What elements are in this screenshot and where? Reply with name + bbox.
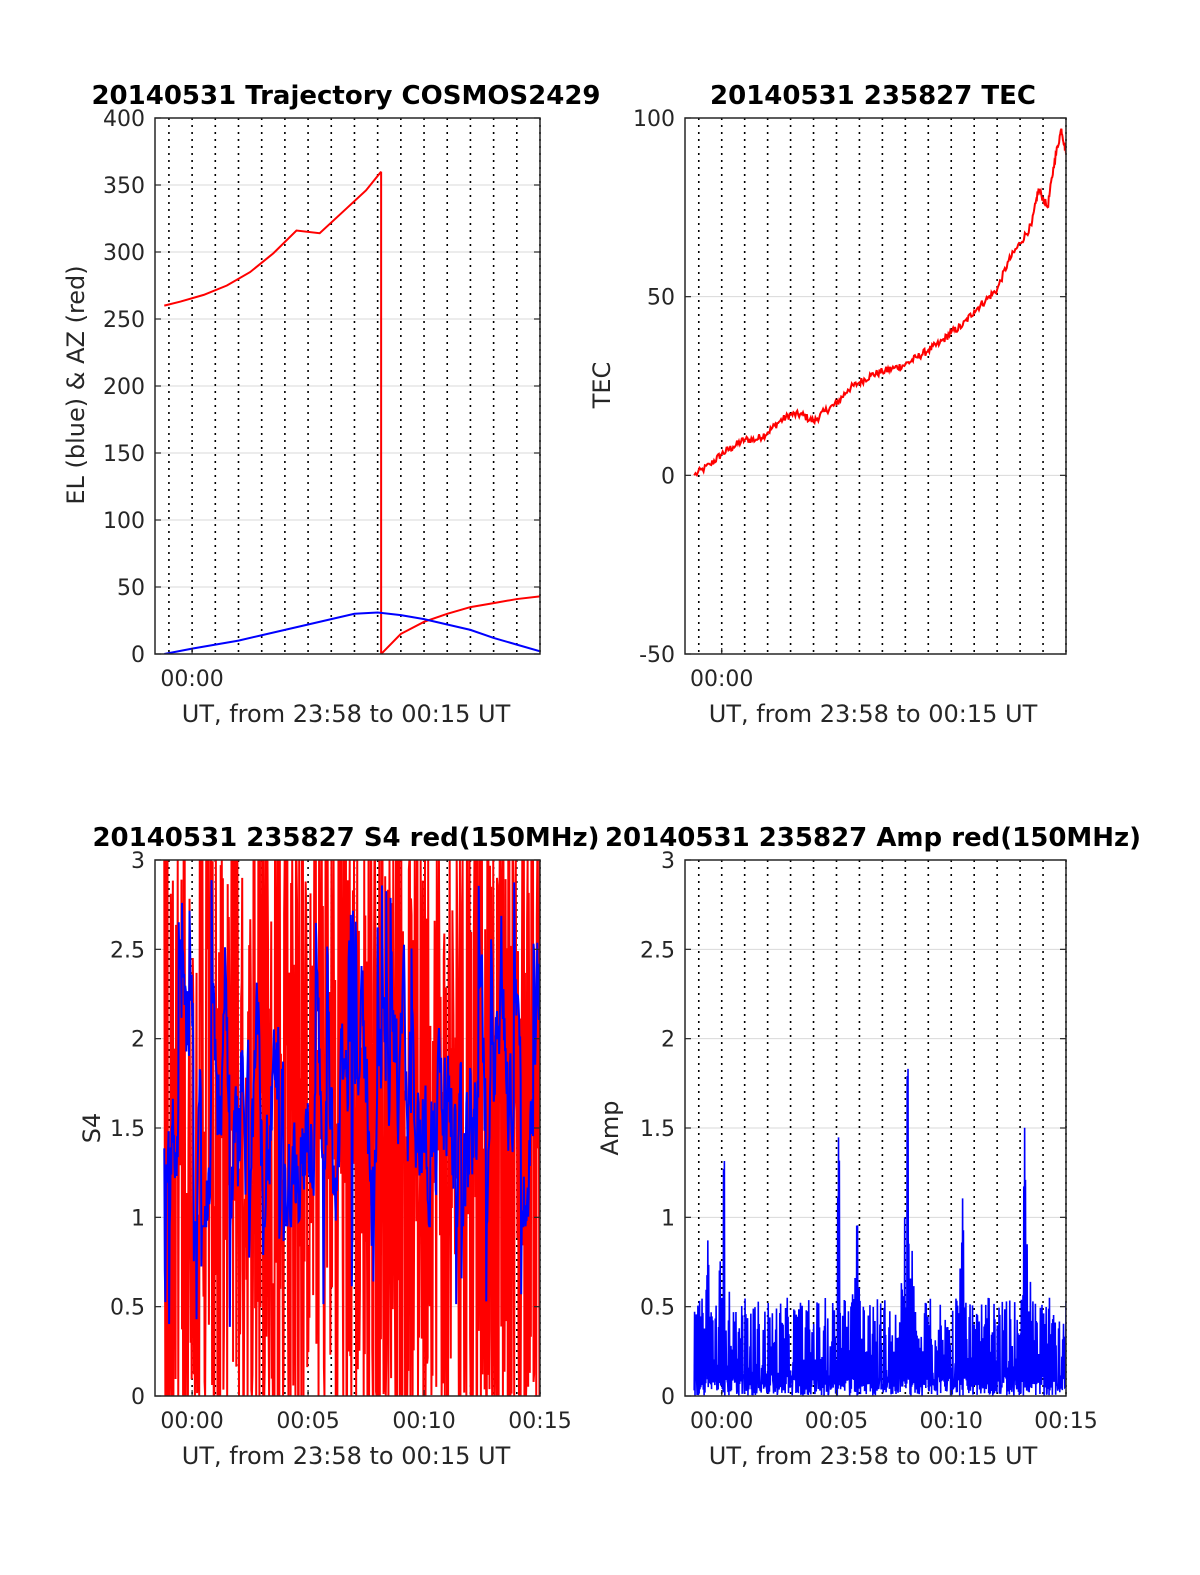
x-axis-label: UT, from 23:58 to 00:15 UT <box>182 1442 511 1470</box>
x-tick-label: 00:00 <box>160 667 223 692</box>
y-tick-label: 2.5 <box>110 938 145 963</box>
y-tick-label: 0 <box>131 643 145 668</box>
plot-area <box>693 1068 1066 1396</box>
x-tick-label: 00:00 <box>160 1409 223 1434</box>
x-tick-label: 00:15 <box>508 1409 571 1434</box>
y-tick-label: 0.5 <box>110 1296 145 1321</box>
series-line <box>380 595 540 654</box>
y-tick-label: 100 <box>633 107 675 132</box>
y-tick-label: 200 <box>103 375 145 400</box>
y-tick-label: 250 <box>103 308 145 333</box>
y-tick-label: 1.5 <box>640 1117 675 1142</box>
x-axis-label: UT, from 23:58 to 00:15 UT <box>709 1442 1038 1470</box>
y-tick-label: 400 <box>103 107 145 132</box>
plot-area <box>163 860 540 1396</box>
y-tick-label: 1 <box>661 1206 675 1231</box>
y-tick-label: 300 <box>103 241 145 266</box>
tec-plot: 20140531 235827 TEC UT, from 23:58 to 00… <box>588 81 1067 728</box>
x-axis-label: UT, from 23:58 to 00:15 UT <box>182 700 511 728</box>
series-line <box>693 1068 1066 1396</box>
plot-area <box>693 128 1066 478</box>
y-tick-label: 0 <box>661 1385 675 1410</box>
y-tick-label: 0 <box>131 1385 145 1410</box>
x-axis-label: UT, from 23:58 to 00:15 UT <box>709 700 1038 728</box>
x-tick-label: 00:10 <box>392 1409 455 1434</box>
y-tick-label: 100 <box>103 509 145 534</box>
x-tick-label: 00:10 <box>920 1409 983 1434</box>
y-tick-label: 1 <box>131 1206 145 1231</box>
plot-title: 20140531 235827 Amp red(150MHz) <box>605 823 1141 853</box>
y-tick-label: 0 <box>661 464 675 489</box>
y-tick-label: 3 <box>661 849 675 874</box>
plot-title: 20140531 Trajectory COSMOS2429 <box>91 81 600 111</box>
x-tick-label: 00:00 <box>690 1409 753 1434</box>
y-tick-label: 2.5 <box>640 938 675 963</box>
series-line <box>164 170 382 307</box>
y-tick-label: 1.5 <box>110 1117 145 1142</box>
s4-plot: 20140531 235827 S4 red(150MHz) UT, from … <box>78 823 600 1470</box>
y-tick-label: 2 <box>131 1028 145 1053</box>
x-tick-label: 00:15 <box>1034 1409 1097 1434</box>
y-tick-label: 50 <box>117 576 145 601</box>
axes-box <box>684 117 1067 655</box>
series-line <box>164 611 540 654</box>
x-tick-label: 00:05 <box>805 1409 868 1434</box>
y-axis-label: Amp <box>596 1100 624 1155</box>
x-tick-label: 00:05 <box>276 1409 339 1434</box>
y-tick-label: 350 <box>103 174 145 199</box>
y-axis-label: TEC <box>588 362 616 410</box>
amp-plot: 20140531 235827 Amp red(150MHz) UT, from… <box>596 823 1141 1470</box>
y-tick-label: 150 <box>103 442 145 467</box>
series-line <box>693 128 1066 478</box>
plot-area <box>164 170 540 654</box>
plot-title: 20140531 235827 S4 red(150MHz) <box>92 823 599 853</box>
y-tick-label: -50 <box>639 643 675 668</box>
y-tick-label: 3 <box>131 849 145 874</box>
plot-title: 20140531 235827 TEC <box>710 81 1036 111</box>
y-tick-label: 0.5 <box>640 1296 675 1321</box>
y-axis-label: EL (blue) & AZ (red) <box>62 265 90 504</box>
y-tick-label: 2 <box>661 1028 675 1053</box>
y-tick-label: 50 <box>647 286 675 311</box>
trajectory-plot: 20140531 Trajectory COSMOS2429 UT, from … <box>62 81 601 728</box>
y-axis-label: S4 <box>78 1113 106 1144</box>
x-tick-label: 00:00 <box>690 667 753 692</box>
series-line <box>163 880 540 1327</box>
